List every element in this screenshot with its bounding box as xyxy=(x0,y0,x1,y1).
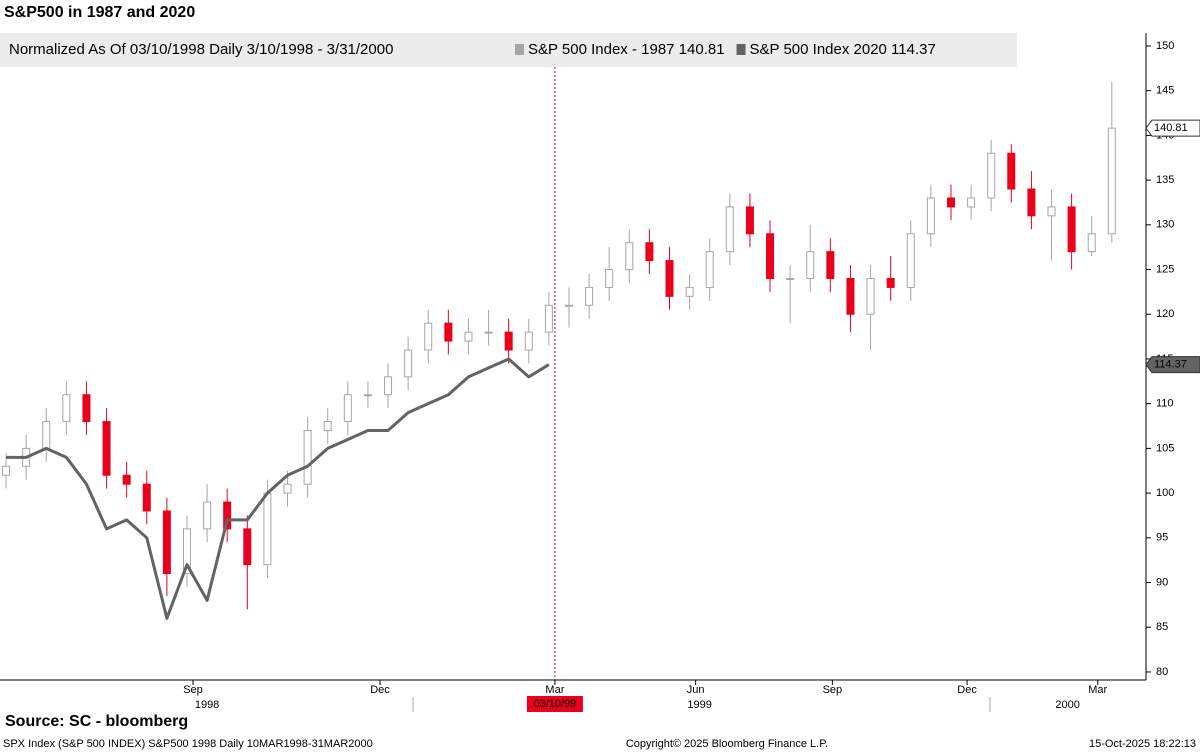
y-tick-label: 105 xyxy=(1156,442,1174,454)
date-marker-box xyxy=(526,696,583,712)
candle-body xyxy=(363,394,372,397)
x-tick-label: Dec xyxy=(370,684,390,696)
candle-body xyxy=(243,528,252,566)
candle-body xyxy=(564,304,573,307)
candle-body xyxy=(323,421,332,432)
y-tick-label: 95 xyxy=(1156,532,1168,544)
candle-body xyxy=(544,304,553,333)
candle-body xyxy=(102,421,111,476)
candle-body xyxy=(404,349,413,378)
candle-body xyxy=(444,322,453,342)
y-tick-label: 80 xyxy=(1156,666,1168,678)
candle-body xyxy=(846,277,855,315)
candle-body xyxy=(645,242,654,262)
y-tick-label: 110 xyxy=(1156,398,1174,410)
candle-body xyxy=(1047,206,1056,217)
candle-body xyxy=(725,206,734,253)
candle-body xyxy=(926,197,935,235)
year-label: 1999 xyxy=(687,699,711,711)
last-value-tag xyxy=(1145,356,1200,374)
candle-body xyxy=(967,197,976,208)
line-series xyxy=(6,357,550,620)
candle-body xyxy=(665,260,674,297)
last-value-tag xyxy=(1145,119,1200,137)
year-label: 1998 xyxy=(195,699,219,711)
y-tick-label: 135 xyxy=(1156,174,1174,186)
candle-body xyxy=(303,430,312,485)
y-tick-label: 145 xyxy=(1156,85,1174,97)
candle-body xyxy=(424,322,433,351)
candle-body xyxy=(605,269,614,288)
candle-body xyxy=(786,277,795,280)
candle-body xyxy=(1067,206,1076,253)
legend-label: S&P 500 Index 2020 114.37 xyxy=(750,41,936,58)
candle-body xyxy=(886,277,895,288)
last-value-label: 114.37 xyxy=(1154,358,1187,370)
candle-body xyxy=(384,376,393,396)
candle-body xyxy=(766,233,775,279)
legend-box xyxy=(0,33,1017,67)
candle-body xyxy=(1027,188,1036,217)
candle-body xyxy=(866,277,875,315)
footer-right: 15-Oct-2025 18:22:13 xyxy=(1089,738,1196,750)
candle-body xyxy=(987,152,996,199)
candle-body xyxy=(122,474,131,485)
candle-body xyxy=(625,242,634,271)
candle-body xyxy=(82,394,91,423)
candle-body xyxy=(1107,127,1116,235)
y-tick-label: 85 xyxy=(1156,621,1168,633)
candle-body xyxy=(946,197,955,208)
x-tick-label: Mar xyxy=(545,684,564,696)
y-tick-label: 125 xyxy=(1156,263,1174,275)
candle-body xyxy=(685,286,694,297)
candle-body xyxy=(162,510,171,575)
candle-body xyxy=(504,331,513,351)
candle-body xyxy=(524,331,533,351)
candle-body xyxy=(906,233,915,288)
footer-center: Copyright© 2025 Bloomberg Finance L.P. xyxy=(626,738,828,750)
candle-body xyxy=(484,331,493,334)
candle-body xyxy=(62,394,71,423)
candle-body xyxy=(203,501,212,530)
candle-body xyxy=(2,465,11,476)
y-tick-label: 120 xyxy=(1156,308,1174,320)
candle-body xyxy=(182,528,191,575)
footer-left: SPX Index (S&P 500 INDEX) S&P500 1998 Da… xyxy=(3,738,373,750)
date-marker-label: 03/10/99 xyxy=(533,698,576,710)
y-tick-label: 150 xyxy=(1156,40,1174,52)
candle-body xyxy=(142,483,151,512)
candle-body xyxy=(223,501,232,530)
legend-header: Normalized As Of 03/10/1998 Daily 3/10/1… xyxy=(9,41,393,58)
candle-body xyxy=(826,251,835,279)
x-tick-label: Sep xyxy=(823,684,843,696)
candle-body xyxy=(1087,233,1096,253)
x-tick-label: Dec xyxy=(957,684,977,696)
candle-body xyxy=(1007,152,1016,190)
chart-title: S&P500 in 1987 and 2020 xyxy=(4,4,195,21)
y-tick-label: 130 xyxy=(1156,219,1174,231)
x-tick-label: Mar xyxy=(1088,684,1107,696)
candle-body xyxy=(283,483,292,494)
candle-body xyxy=(42,421,51,449)
source: Source: SC - bloomberg xyxy=(5,713,188,730)
candle-body xyxy=(745,206,754,235)
candle-body xyxy=(806,251,815,279)
last-value-label: 140.81 xyxy=(1154,122,1188,134)
legend-label: S&P 500 Index - 1987 140.81 xyxy=(528,41,725,58)
x-tick-label: Jun xyxy=(687,684,705,696)
candle-body xyxy=(263,492,272,566)
candle-body xyxy=(705,251,714,288)
x-tick-label: Sep xyxy=(183,684,203,696)
legend-swatch xyxy=(515,44,524,55)
candle-body xyxy=(464,331,473,342)
y-tick-label: 90 xyxy=(1156,576,1168,588)
legend-swatch xyxy=(736,44,746,55)
candle-body xyxy=(585,286,594,306)
candle-body xyxy=(343,394,352,423)
y-tick-label: 100 xyxy=(1156,487,1174,499)
year-label: 2000 xyxy=(1055,699,1079,711)
